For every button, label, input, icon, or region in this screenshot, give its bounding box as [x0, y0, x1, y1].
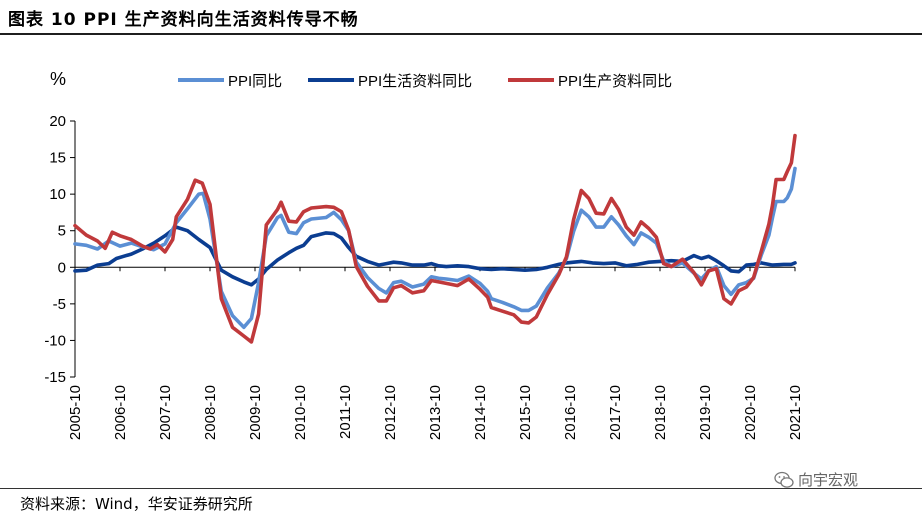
x-tick-label: 2019-10: [697, 385, 714, 440]
x-tick-label: 2011-10: [337, 385, 354, 439]
chart-axes: % -15 -10 -5 0 5 10 15 20 2005-10 2006-10 2007-10 20…: [44, 69, 804, 440]
line-chart: % -15 -10 -5 0 5 10 15 20 2005-10 2006-10 2007-10 20…: [44, 69, 804, 440]
x-tick-label: 2013-10: [427, 385, 444, 440]
x-tick-label: 2006-10: [112, 385, 129, 440]
source-note: 资料来源：Wind，华安证券研究所: [20, 495, 253, 513]
y-tick-label: 15: [49, 150, 66, 167]
y-tick-label: -5: [53, 296, 66, 313]
legend-label-living: PPI生活资料同比: [358, 73, 472, 90]
y-tick-label: -15: [44, 369, 66, 386]
y-tick-label: 0: [58, 259, 66, 276]
series-line-production: [73, 133, 797, 344]
series-line-living: [73, 225, 797, 287]
x-tick-label: 2014-10: [472, 385, 489, 440]
x-tick-label: 2005-10: [67, 385, 84, 440]
footer-divider: [0, 488, 922, 489]
chart-series: [73, 133, 797, 344]
title-divider: [0, 33, 922, 35]
x-tick-label: 2012-10: [382, 385, 399, 440]
y-tick-label: 20: [49, 113, 66, 130]
x-tick-label: 2015-10: [517, 385, 534, 440]
x-tick-label: 2018-10: [652, 385, 669, 440]
series-line-ppi: [73, 166, 797, 330]
x-tick-label: 2007-10: [157, 385, 174, 440]
watermark: 向宇宏观: [774, 469, 858, 490]
watermark-text: 向宇宏观: [798, 471, 859, 489]
y-tick-label: 5: [58, 223, 66, 240]
y-tick-label: 10: [49, 186, 66, 203]
chart-legend: PPI同比 PPI生活资料同比 PPI生产资料同比: [178, 73, 672, 90]
wechat-icon: [774, 471, 794, 488]
legend-label-production: PPI生产资料同比: [558, 73, 672, 90]
chart-title: 图表 10 PPI 生产资料向生活资料传导不畅: [8, 10, 359, 30]
x-tick-label: 2008-10: [202, 385, 219, 440]
x-tick-label: 2016-10: [562, 385, 579, 440]
legend-label-ppi: PPI同比: [228, 73, 282, 90]
x-tick-label: 2009-10: [247, 385, 264, 440]
x-tick-label: 2020-10: [742, 385, 759, 440]
x-tick-label: 2010-10: [292, 385, 309, 440]
x-tick-label: 2017-10: [607, 385, 624, 440]
x-tick-label: 2021-10: [787, 385, 804, 440]
y-tick-label: -10: [44, 332, 66, 349]
y-axis-unit-label: %: [50, 69, 66, 89]
